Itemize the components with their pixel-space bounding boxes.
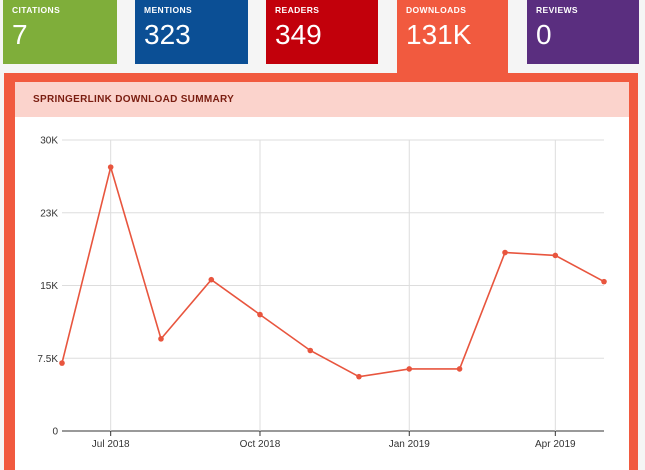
series-line — [61, 164, 605, 378]
tile-value: 0 — [536, 19, 552, 50]
data-point — [107, 164, 114, 170]
tile-label: CITATIONS — [12, 5, 61, 15]
tile-label: REVIEWS — [536, 5, 579, 15]
tile-value: 131K — [406, 19, 472, 50]
data-point — [456, 366, 463, 372]
y-tick-label: 15K — [40, 281, 58, 292]
panel-header: SPRINGERLINK DOWNLOAD SUMMARY — [15, 82, 629, 117]
y-tick-label: 0 — [52, 427, 58, 438]
data-point — [406, 366, 413, 372]
mentions-tile[interactable]: MENTIONS 323 — [135, 0, 248, 64]
tile-label: READERS — [275, 5, 320, 15]
downloads-tile[interactable]: DOWNLOADS 131K — [397, 0, 508, 74]
data-point — [356, 373, 362, 380]
readers-tile[interactable]: READERS 349 — [266, 0, 378, 64]
x-tick-label: Oct 2018 — [240, 439, 281, 450]
chart-area: 0 7.5K 15K 23K 30K Jul 2018 Oct 2018 Jan 2019 Ap… — [15, 117, 629, 470]
data-point — [59, 360, 65, 366]
data-point — [502, 249, 508, 256]
data-point — [257, 311, 263, 318]
y-tick-label: 23K — [40, 208, 58, 219]
citations-tile[interactable]: CITATIONS 7 — [3, 0, 117, 64]
data-point — [158, 336, 164, 342]
download-summary-panel: SPRINGERLINK DOWNLOAD SUMMARY 0 7.5K 15K 23… — [4, 73, 638, 470]
x-tick-label: Apr 2019 — [535, 439, 576, 450]
data-point — [208, 276, 215, 283]
data-point — [307, 347, 314, 354]
tile-label: DOWNLOADS — [406, 5, 467, 15]
y-tick-label: 7.5K — [37, 354, 58, 365]
y-tick-label: 30K — [40, 136, 58, 147]
panel-title: SPRINGERLINK DOWNLOAD SUMMARY — [33, 94, 235, 105]
tile-value: 323 — [144, 19, 191, 50]
tile-value: 349 — [275, 19, 322, 50]
x-tick-label: Jan 2019 — [389, 439, 431, 450]
downloads-line-chart: 0 7.5K 15K 23K 30K Jul 2018 Oct 2018 Jan 2019 Ap… — [37, 136, 607, 450]
tile-label: MENTIONS — [144, 5, 193, 15]
data-point — [552, 252, 559, 259]
reviews-tile[interactable]: REVIEWS 0 — [527, 0, 639, 64]
tile-value: 7 — [12, 19, 28, 50]
x-tick-label: Jul 2018 — [92, 439, 130, 450]
data-point — [601, 278, 607, 285]
